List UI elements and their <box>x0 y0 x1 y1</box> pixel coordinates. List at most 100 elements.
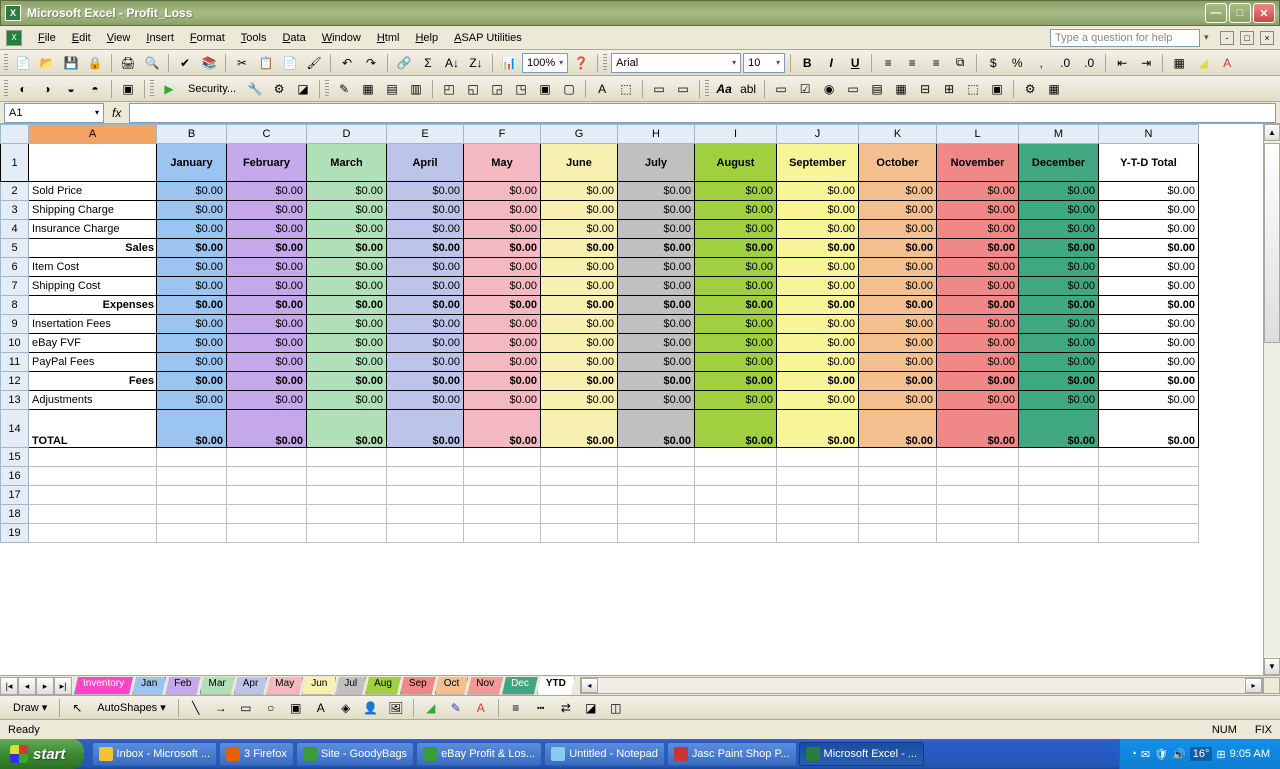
data-cell[interactable]: $0.00 <box>1099 372 1199 391</box>
zoom-combo[interactable]: 100%▾ <box>522 53 568 73</box>
data-cell[interactable]: $0.00 <box>618 391 695 410</box>
oval-button[interactable]: ○ <box>260 697 282 719</box>
data-cell[interactable]: $0.00 <box>157 315 227 334</box>
data-cell[interactable]: $0.00 <box>157 334 227 353</box>
line-button[interactable]: ╲ <box>185 697 207 719</box>
undo-button[interactable]: ↶ <box>336 52 358 74</box>
menu-help[interactable]: Help <box>407 30 446 46</box>
data-cell[interactable]: $0.00 <box>227 220 307 239</box>
empty-cell[interactable] <box>695 505 777 524</box>
data-cell[interactable]: $0.00 <box>1019 182 1099 201</box>
data-cell[interactable]: $0.00 <box>464 296 541 315</box>
tb2-21[interactable]: ▭ <box>648 78 670 100</box>
data-cell[interactable]: $0.00 <box>541 391 618 410</box>
tb2-2[interactable]: ◑ <box>36 78 58 100</box>
data-cell[interactable]: $0.00 <box>937 201 1019 220</box>
data-cell[interactable]: $0.00 <box>541 277 618 296</box>
data-cell[interactable]: $0.00 <box>227 334 307 353</box>
data-cell[interactable]: $0.00 <box>157 258 227 277</box>
data-cell[interactable]: $0.00 <box>541 258 618 277</box>
data-cell[interactable]: $0.00 <box>307 410 387 448</box>
sheet-tab-jan[interactable]: Jan <box>132 677 166 695</box>
data-cell[interactable]: $0.00 <box>464 372 541 391</box>
tb2-4[interactable]: ◓ <box>84 78 106 100</box>
data-cell[interactable]: $0.00 <box>859 372 937 391</box>
menu-window[interactable]: Window <box>314 30 369 46</box>
data-cell[interactable]: $0.00 <box>464 182 541 201</box>
open-button[interactable]: 📂 <box>36 52 58 74</box>
tb2-aa[interactable]: Aa <box>713 78 735 100</box>
data-cell[interactable]: $0.00 <box>695 258 777 277</box>
empty-cell[interactable] <box>695 486 777 505</box>
data-cell[interactable]: $0.00 <box>387 353 464 372</box>
empty-cell[interactable] <box>464 448 541 467</box>
row-label[interactable]: PayPal Fees <box>29 353 157 372</box>
sheet-tab-sep[interactable]: Sep <box>400 677 436 695</box>
data-cell[interactable]: $0.00 <box>541 201 618 220</box>
data-cell[interactable]: $0.00 <box>387 296 464 315</box>
sort-desc-button[interactable]: Z↓ <box>465 52 487 74</box>
empty-cell[interactable] <box>859 486 937 505</box>
empty-cell[interactable] <box>695 524 777 543</box>
col-header-L[interactable]: L <box>937 125 1019 144</box>
data-cell[interactable]: $0.00 <box>307 277 387 296</box>
data-cell[interactable]: $0.00 <box>157 410 227 448</box>
empty-cell[interactable] <box>1019 486 1099 505</box>
data-cell[interactable]: $0.00 <box>1099 410 1199 448</box>
line-style-button[interactable]: ≡ <box>505 697 527 719</box>
tb2-9[interactable]: ✎ <box>333 78 355 100</box>
taskbar-app-button[interactable]: eBay Profit & Los... <box>416 742 542 766</box>
data-cell[interactable]: $0.00 <box>157 239 227 258</box>
data-cell[interactable]: $0.00 <box>541 182 618 201</box>
tb2-abl[interactable]: abl <box>737 78 759 100</box>
fx-icon[interactable]: fx <box>112 106 121 120</box>
empty-cell[interactable] <box>29 524 157 543</box>
select-all-corner[interactable] <box>1 125 29 144</box>
tb2-13[interactable]: ◰ <box>438 78 460 100</box>
data-cell[interactable]: $0.00 <box>859 182 937 201</box>
row-header-16[interactable]: 16 <box>1 467 29 486</box>
fill-button[interactable]: ◢ <box>420 697 442 719</box>
data-cell[interactable]: $0.00 <box>937 353 1019 372</box>
data-cell[interactable]: $0.00 <box>1099 220 1199 239</box>
print-button[interactable]: 🖨 <box>117 52 139 74</box>
row-header-8[interactable]: 8 <box>1 296 29 315</box>
data-cell[interactable]: $0.00 <box>777 220 859 239</box>
underline-button[interactable]: U <box>844 52 866 74</box>
hyperlink-button[interactable]: 🔗 <box>393 52 415 74</box>
data-cell[interactable]: $0.00 <box>227 391 307 410</box>
comma-button[interactable]: , <box>1030 52 1052 74</box>
scroll-down-button[interactable]: ▼ <box>1264 658 1280 675</box>
col-header-G[interactable]: G <box>541 125 618 144</box>
data-cell[interactable]: $0.00 <box>859 334 937 353</box>
decrease-decimal-button[interactable]: .0 <box>1078 52 1100 74</box>
preview-button[interactable]: 🔍 <box>141 52 163 74</box>
col-header-J[interactable]: J <box>777 125 859 144</box>
tb2-27[interactable]: ▤ <box>866 78 888 100</box>
data-cell[interactable]: $0.00 <box>387 334 464 353</box>
empty-cell[interactable] <box>464 524 541 543</box>
tb2-25[interactable]: ◉ <box>818 78 840 100</box>
empty-cell[interactable] <box>157 486 227 505</box>
empty-cell[interactable] <box>541 505 618 524</box>
row-label[interactable]: Fees <box>29 372 157 391</box>
empty-cell[interactable] <box>29 467 157 486</box>
col-header-D[interactable]: D <box>307 125 387 144</box>
sheet-tab-aug[interactable]: Aug <box>365 677 401 695</box>
autoshapes-menu[interactable]: AutoShapes ▾ <box>91 701 172 714</box>
empty-cell[interactable] <box>618 505 695 524</box>
tray-icon[interactable]: 🔊 <box>1172 748 1186 761</box>
data-cell[interactable]: $0.00 <box>541 220 618 239</box>
tb2-11[interactable]: ▤ <box>381 78 403 100</box>
data-cell[interactable]: $0.00 <box>695 410 777 448</box>
tb2-31[interactable]: ⬚ <box>962 78 984 100</box>
data-cell[interactable]: $0.00 <box>387 410 464 448</box>
month-header[interactable]: June <box>541 144 618 182</box>
data-cell[interactable]: $0.00 <box>1099 353 1199 372</box>
data-cell[interactable]: $0.00 <box>541 296 618 315</box>
formula-bar[interactable] <box>129 103 1276 123</box>
empty-cell[interactable] <box>157 524 227 543</box>
arrow-button[interactable]: → <box>210 697 232 719</box>
vertical-scrollbar[interactable]: ▲ ▼ <box>1263 124 1280 675</box>
data-cell[interactable]: $0.00 <box>387 182 464 201</box>
